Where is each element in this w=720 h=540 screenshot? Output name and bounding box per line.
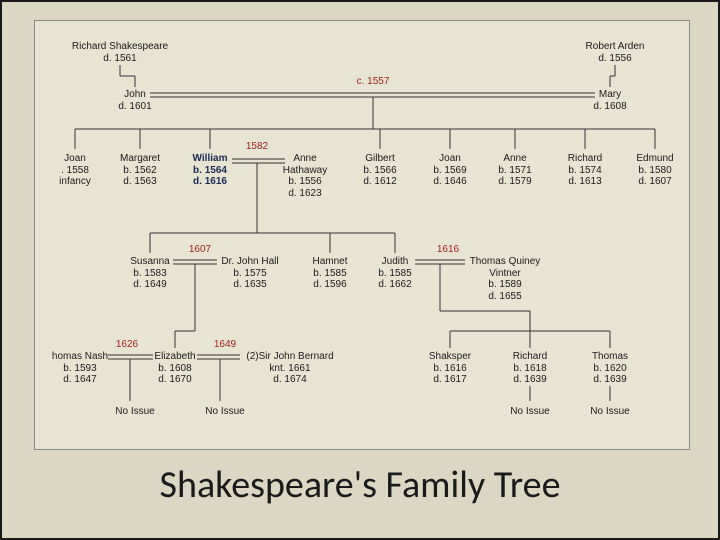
marriage-date-1607: 1607: [189, 244, 211, 255]
person-anne-hathaway: Anne Hathaway b. 1556 d. 1623: [283, 153, 327, 199]
no-issue-2: No Issue: [205, 406, 244, 417]
person-quiney: Thomas Quiney Vintner b. 1589 d. 1655: [470, 256, 541, 302]
person-nash: homas Nash b. 1593 d. 1647: [52, 351, 108, 386]
person-john: John d. 1601: [118, 89, 151, 112]
person-john-hall: Dr. John Hall b. 1575 d. 1635: [221, 256, 278, 291]
marriage-date-1557: c. 1557: [357, 76, 390, 87]
person-judith: Judith b. 1585 d. 1662: [378, 256, 411, 291]
person-margaret: Margaret b. 1562 d. 1563: [120, 153, 160, 188]
person-mary: Mary d. 1608: [593, 89, 626, 112]
person-joan1: Joan . 1558 infancy: [59, 153, 91, 188]
person-richard2: Richard b. 1574 d. 1613: [568, 153, 602, 188]
person-hamnet: Hamnet b. 1585 d. 1596: [312, 256, 347, 291]
no-issue-1: No Issue: [115, 406, 154, 417]
person-thomas2: Thomas b. 1620 d. 1639: [592, 351, 628, 386]
person-bernard: (2)Sir John Bernard knt. 1661 d. 1674: [246, 351, 333, 386]
person-robert: Robert Arden d. 1556: [586, 41, 645, 64]
marriage-date-1616: 1616: [437, 244, 459, 255]
person-richard3: Richard b. 1618 d. 1639: [513, 351, 547, 386]
person-anne2: Anne b. 1571 d. 1579: [498, 153, 531, 188]
person-susanna: Susanna b. 1583 d. 1649: [130, 256, 169, 291]
family-tree-panel: Richard Shakespeare d. 1561 Robert Arden…: [34, 20, 690, 450]
no-issue-3: No Issue: [510, 406, 549, 417]
marriage-date-1649: 1649: [214, 339, 236, 350]
person-edmund: Edmund b. 1580 d. 1607: [636, 153, 673, 188]
no-issue-4: No Issue: [590, 406, 629, 417]
page-title: Shakespeare's Family Tree: [2, 462, 718, 508]
person-richard: Richard Shakespeare d. 1561: [72, 41, 168, 64]
person-shaksper: Shaksper b. 1616 d. 1617: [429, 351, 471, 386]
person-william: William b. 1564 d. 1616: [193, 153, 228, 188]
person-gilbert: Gilbert b. 1566 d. 1612: [363, 153, 396, 188]
person-elizabeth: Elizabeth b. 1608 d. 1670: [154, 351, 195, 386]
marriage-date-1626: 1626: [116, 339, 138, 350]
marriage-date-1582: 1582: [246, 141, 268, 152]
person-joan2: Joan b. 1569 d. 1646: [433, 153, 466, 188]
